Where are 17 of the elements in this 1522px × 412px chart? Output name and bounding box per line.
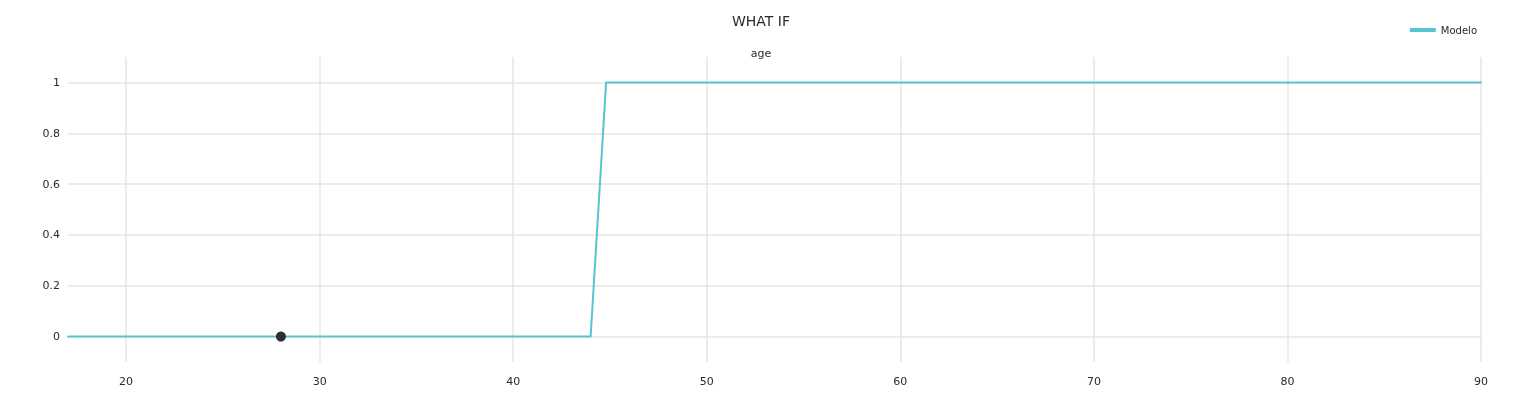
y-tick-label: 0.4 [42,228,60,242]
y-tick-label: 0 [53,330,60,344]
x-tick-label: 80 [1280,375,1295,388]
chart-title: WHAT IF [731,13,791,29]
y-tick-label: 0.8 [42,126,60,140]
chart-subtitle: age [750,47,772,60]
x-tick-label: 60 [893,375,908,388]
x-tick-label: 90 [1474,375,1488,388]
x-tick-label: 50 [699,375,714,388]
legend-label: Modelo [1440,24,1478,36]
x-tick-label: 30 [312,375,327,388]
y-tick-label: 0.6 [42,177,60,191]
y-tick-label: 0.2 [42,279,60,293]
x-tick-label: 20 [119,375,134,388]
y-tick-label: 1 [53,75,60,89]
x-tick-label: 70 [1086,375,1101,388]
x-tick-label: 40 [506,375,521,388]
